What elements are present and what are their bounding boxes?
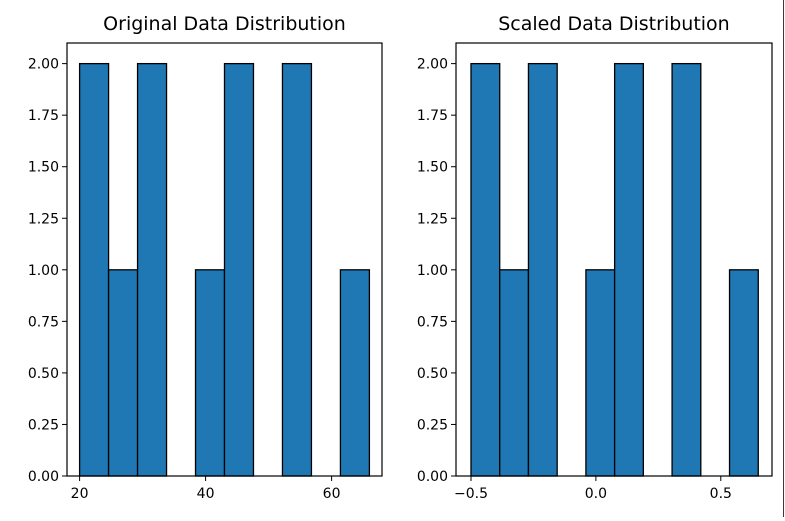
histogram-bar <box>281 62 313 477</box>
y-tick-label: 0.00 <box>28 469 59 485</box>
histogram-bar <box>78 62 110 477</box>
histogram-bar <box>136 62 168 477</box>
original-data-histogram: Original Data Distribution 0.00 0.25 0.50 0… <box>28 13 383 502</box>
window-border <box>783 0 784 517</box>
histogram-bar <box>339 269 371 477</box>
axes-frame <box>66 42 383 477</box>
y-tick-label: 1.75 <box>28 108 59 124</box>
axes-frame <box>455 42 773 477</box>
y-tick-label: 1.25 <box>28 211 59 227</box>
histogram-bar <box>499 269 530 477</box>
x-tick-label: 40 <box>197 486 215 502</box>
x-tick-label: 20 <box>71 486 89 502</box>
y-tick-label: 0.75 <box>417 314 448 330</box>
y-tick-label: 1.50 <box>28 160 59 176</box>
histogram-bar <box>107 269 139 477</box>
y-tick-label: 0.50 <box>28 366 59 382</box>
histogram-bar <box>223 62 255 477</box>
histogram-bar <box>527 62 558 477</box>
y-tick-label: 0.25 <box>28 417 59 433</box>
x-tick-label: −0.5 <box>454 486 488 502</box>
chart-title: Scaled Data Distribution <box>498 13 729 35</box>
y-tick-label: 0.75 <box>28 314 59 330</box>
y-tick-label: 1.00 <box>28 263 59 279</box>
x-tick-label: 60 <box>323 486 341 502</box>
histogram-bar <box>613 62 645 477</box>
y-tick-label: 1.75 <box>417 108 448 124</box>
y-tick-label: 2.00 <box>417 57 448 73</box>
y-tick-label: 2.00 <box>28 57 59 73</box>
histogram-bar <box>728 269 759 477</box>
scaled-data-histogram: Scaled Data Distribution 0.00 0.25 0.50 0.7… <box>417 13 773 502</box>
x-tick-label: 0.0 <box>585 486 607 502</box>
y-tick-label: 1.50 <box>417 160 448 176</box>
histogram-bar <box>671 62 702 477</box>
histogram-bar <box>194 269 226 477</box>
y-tick-label: 0.25 <box>417 417 448 433</box>
x-tick-label: 0.5 <box>710 486 732 502</box>
y-tick-label: 0.00 <box>417 469 448 485</box>
y-tick-label: 0.50 <box>417 366 448 382</box>
y-tick-label: 1.00 <box>417 263 448 279</box>
histogram-bar <box>585 269 616 477</box>
y-tick-label: 1.25 <box>417 211 448 227</box>
chart-title: Original Data Distribution <box>103 13 346 35</box>
histogram-bar <box>470 62 501 477</box>
